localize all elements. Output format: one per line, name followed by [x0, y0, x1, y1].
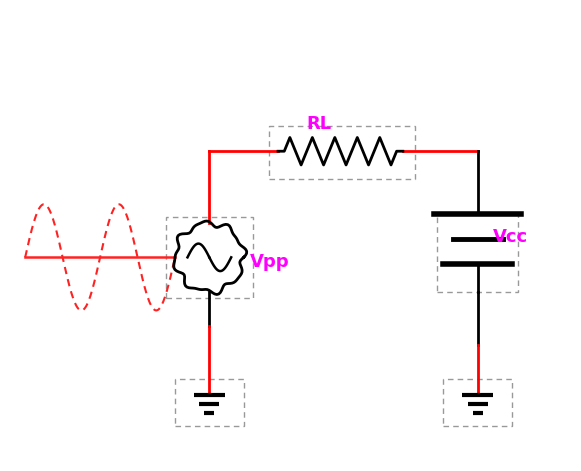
Text: RL: RL [306, 115, 331, 133]
Bar [437, 214, 518, 292]
Text: Vpp: Vpp [250, 253, 289, 271]
Text: Vcc: Vcc [493, 228, 529, 246]
Bar [443, 379, 512, 426]
Bar [175, 379, 243, 426]
Bar [166, 217, 253, 298]
Bar [268, 126, 415, 179]
